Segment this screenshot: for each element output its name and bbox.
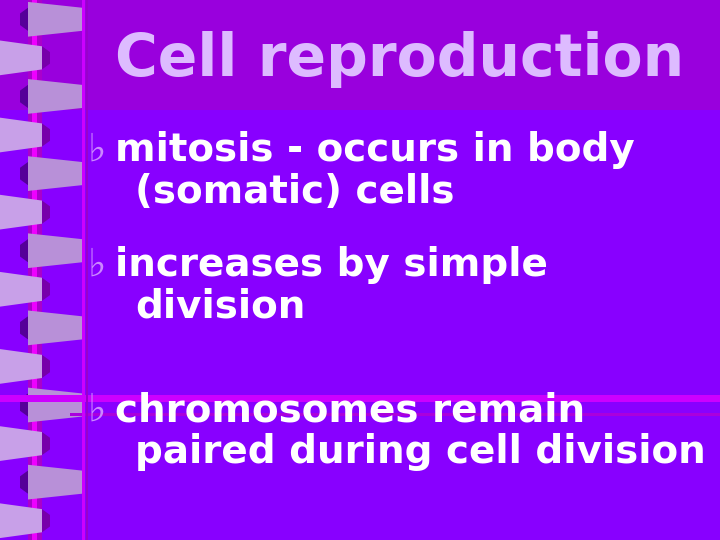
Polygon shape: [28, 79, 82, 114]
Polygon shape: [20, 239, 28, 262]
Polygon shape: [42, 124, 50, 146]
Polygon shape: [0, 426, 42, 461]
Polygon shape: [42, 200, 50, 224]
Polygon shape: [42, 509, 50, 532]
Polygon shape: [20, 85, 28, 108]
Polygon shape: [28, 156, 82, 191]
Polygon shape: [28, 233, 82, 268]
FancyBboxPatch shape: [82, 0, 85, 540]
FancyBboxPatch shape: [86, 0, 88, 540]
Text: chromosomes remain: chromosomes remain: [115, 391, 585, 429]
Text: increases by simple: increases by simple: [115, 246, 548, 284]
Text: Cell reproduction: Cell reproduction: [115, 31, 685, 89]
Polygon shape: [42, 355, 50, 378]
Polygon shape: [28, 388, 82, 422]
FancyBboxPatch shape: [0, 0, 720, 110]
Polygon shape: [0, 195, 42, 230]
Text: mitosis - occurs in body: mitosis - occurs in body: [115, 131, 635, 169]
Polygon shape: [0, 503, 42, 538]
Polygon shape: [42, 278, 50, 301]
Polygon shape: [20, 316, 28, 340]
Text: (somatic) cells: (somatic) cells: [135, 173, 454, 211]
Text: paired during cell division: paired during cell division: [135, 433, 706, 471]
Polygon shape: [20, 394, 28, 416]
FancyBboxPatch shape: [0, 395, 720, 402]
Polygon shape: [0, 40, 42, 75]
Polygon shape: [28, 310, 82, 345]
Polygon shape: [0, 118, 42, 152]
Text: division: division: [135, 288, 305, 326]
FancyBboxPatch shape: [32, 0, 37, 540]
Polygon shape: [28, 2, 82, 37]
Polygon shape: [0, 272, 42, 307]
Polygon shape: [20, 470, 28, 494]
FancyBboxPatch shape: [70, 413, 720, 416]
Text: ♭: ♭: [88, 246, 107, 284]
Polygon shape: [28, 465, 82, 500]
Polygon shape: [20, 162, 28, 185]
Polygon shape: [0, 349, 42, 384]
Polygon shape: [42, 46, 50, 70]
Polygon shape: [20, 8, 28, 31]
Polygon shape: [42, 432, 50, 455]
Text: ♭: ♭: [88, 131, 107, 169]
Text: ♭: ♭: [88, 391, 107, 429]
FancyBboxPatch shape: [28, 0, 42, 540]
